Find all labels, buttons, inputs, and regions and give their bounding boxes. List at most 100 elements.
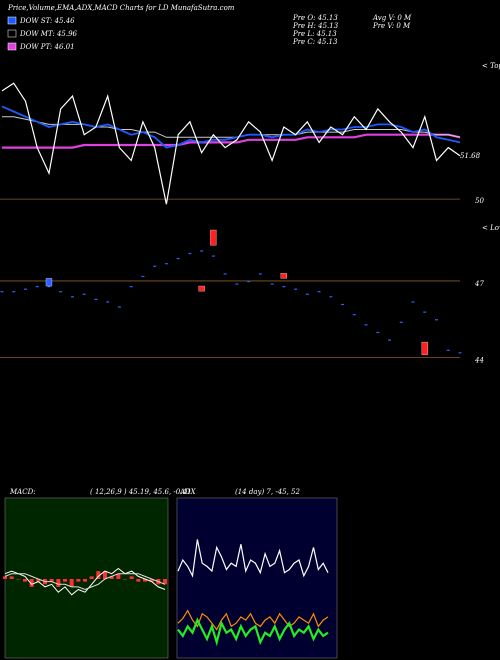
low-dot [376, 331, 380, 334]
low-dot [352, 314, 356, 316]
low-dot [47, 286, 51, 288]
low-dot [188, 252, 192, 255]
candle [210, 229, 217, 246]
low-dot [329, 296, 333, 298]
info-label: Pre O: 45.13 [292, 14, 338, 22]
info-label: Pre H: 45.13 [292, 22, 339, 30]
value-label: 51.68 [460, 152, 481, 160]
info-label: Avg V: 0 M [372, 14, 412, 22]
legend-swatch [7, 29, 17, 38]
series-line [177, 609, 329, 631]
low-dot [435, 319, 439, 321]
corner-label: < Tops [482, 62, 500, 70]
histogram-bar [163, 579, 167, 585]
legend-swatch [7, 16, 17, 25]
low-dot [423, 311, 427, 313]
low-dot [294, 288, 298, 290]
histogram-bar [83, 579, 87, 582]
histogram-bar [143, 579, 147, 582]
low-dot [399, 321, 403, 323]
low-dot [59, 291, 63, 293]
low-dot [258, 273, 262, 275]
panel-label: ADX [179, 488, 197, 496]
low-dot [0, 291, 4, 293]
histogram-bar [129, 576, 134, 579]
legend-label: DOW MT: 45.96 [19, 30, 78, 38]
series-line [177, 617, 329, 647]
histogram-bar [23, 579, 27, 582]
histogram-bar [49, 579, 54, 582]
panel-label: MACD: [9, 488, 36, 496]
low-dot [164, 263, 168, 265]
y-tick-label: 50 [475, 197, 484, 205]
histogram-bar [103, 571, 107, 579]
low-dot [23, 288, 27, 290]
low-dot [94, 298, 98, 300]
macd-panel [4, 497, 169, 659]
panel-params: ( 12,26,9 ) 45.19, 45.6, -0.41 [90, 488, 191, 496]
low-dot [458, 352, 462, 354]
y-tick-label: 44 [474, 356, 484, 364]
low-dot [317, 291, 321, 293]
candle [45, 278, 53, 287]
low-dot [388, 339, 392, 341]
low-dot [129, 286, 133, 288]
histogram-bar [109, 576, 114, 579]
low-dot [223, 273, 227, 275]
low-dot [70, 296, 74, 298]
histogram-bar [76, 579, 81, 582]
chart-title: Price,Volume,EMA,ADX,MACD Charts for LD … [7, 4, 235, 12]
low-dot [117, 306, 121, 308]
histogram-bar [9, 576, 14, 579]
low-dot [200, 250, 204, 252]
series-line [4, 567, 166, 596]
low-dot [247, 280, 251, 283]
histogram-bar [3, 576, 7, 579]
low-dot [153, 265, 157, 267]
legend-label: DOW PT: 46.01 [19, 43, 75, 51]
histogram-bar [136, 579, 141, 582]
series-line [1, 82, 461, 205]
series-line [4, 573, 166, 591]
low-dot [305, 293, 309, 295]
histogram-bar [96, 571, 101, 579]
corner-label: < Lows [482, 224, 500, 232]
series-line [1, 105, 461, 149]
histogram-bar [116, 573, 121, 579]
low-dot [35, 286, 39, 288]
low-dot [282, 286, 286, 288]
histogram-bar [56, 579, 61, 587]
legend-label: DOW ST: 45.46 [19, 17, 75, 25]
candle [421, 341, 428, 355]
info-label: Pre V: 0 M [372, 22, 411, 30]
low-dot [82, 293, 86, 295]
low-dot [341, 303, 345, 306]
panel-params: (14 day) 7, -45, 52 [235, 488, 301, 496]
low-dot [141, 275, 145, 278]
legend-swatch [7, 42, 17, 51]
y-tick-label: 47 [474, 280, 484, 288]
series-line [2, 133, 461, 149]
low-dot [446, 349, 450, 351]
low-dot [364, 324, 368, 326]
low-dot [211, 255, 215, 257]
histogram-bar [149, 579, 154, 582]
histogram-bar [16, 579, 21, 580]
histogram-bar [69, 579, 74, 587]
low-dot [176, 258, 180, 260]
series-line [2, 116, 461, 138]
info-label: Pre C: 45.13 [292, 38, 338, 46]
histogram-bar [89, 576, 94, 579]
low-dot [270, 283, 274, 285]
low-dot [106, 301, 110, 303]
low-dot [12, 291, 16, 293]
candle [280, 273, 287, 279]
low-dot [235, 283, 239, 285]
candle [198, 285, 205, 292]
histogram-bar [63, 579, 67, 582]
histogram-bar [29, 579, 34, 587]
histogram-bar [123, 579, 127, 580]
low-dot [411, 301, 415, 303]
info-label: Pre L: 45.13 [292, 30, 337, 38]
